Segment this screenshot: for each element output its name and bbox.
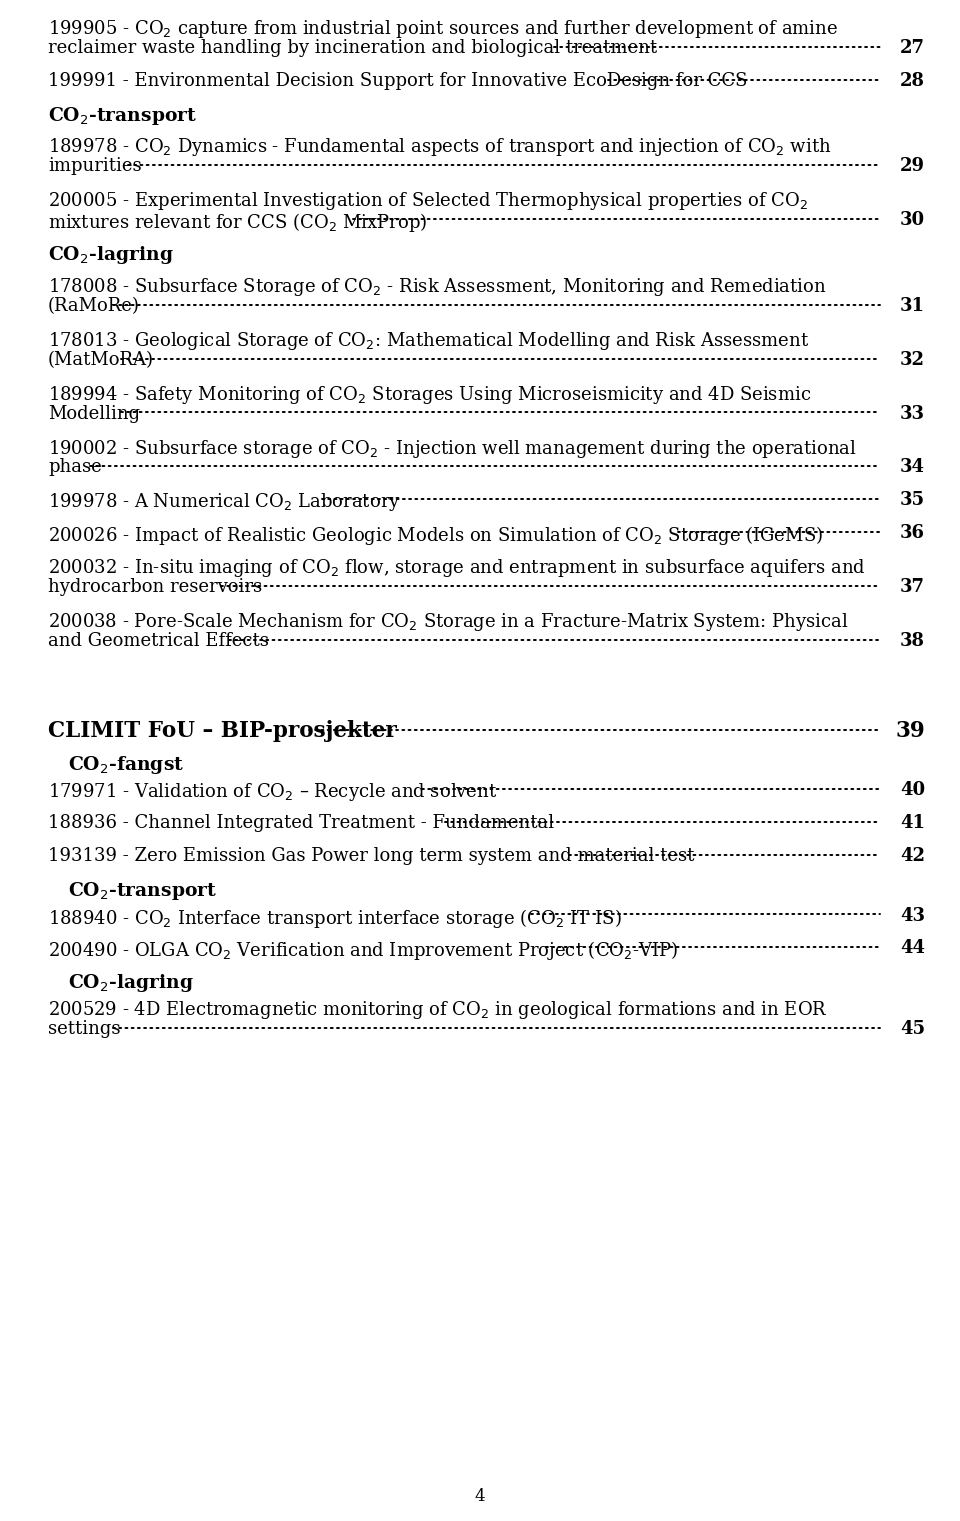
Text: CO$_2$-lagring: CO$_2$-lagring: [48, 245, 174, 266]
Text: Modelling: Modelling: [48, 405, 140, 423]
Text: 178008 - Subsurface Storage of CO$_2$ - Risk Assessment, Monitoring and Remediat: 178008 - Subsurface Storage of CO$_2$ - …: [48, 275, 827, 298]
Text: reclaimer waste handling by incineration and biological treatment: reclaimer waste handling by incineration…: [48, 40, 658, 56]
Text: 44: 44: [900, 940, 925, 958]
Text: CO$_2$-transport: CO$_2$-transport: [68, 879, 217, 902]
Text: settings: settings: [48, 1021, 121, 1039]
Text: 39: 39: [896, 719, 925, 742]
Text: 4: 4: [474, 1488, 486, 1504]
Text: 200038 - Pore-Scale Mechanism for CO$_2$ Storage in a Fracture-Matrix System: Ph: 200038 - Pore-Scale Mechanism for CO$_2$…: [48, 611, 849, 633]
Text: CO$_2$-transport: CO$_2$-transport: [48, 105, 197, 126]
Text: 45: 45: [900, 1021, 925, 1039]
Text: 200490 - OLGA CO$_2$ Verification and Improvement Project (CO$_2$-VIP): 200490 - OLGA CO$_2$ Verification and Im…: [48, 940, 678, 963]
Text: CO$_2$-lagring: CO$_2$-lagring: [68, 972, 194, 995]
Text: 189994 - Safety Monitoring of CO$_2$ Storages Using Microseismicity and 4D Seism: 189994 - Safety Monitoring of CO$_2$ Sto…: [48, 383, 811, 406]
Text: 43: 43: [900, 907, 925, 925]
Text: (RaMoRe): (RaMoRe): [48, 297, 140, 315]
Text: 189978 - CO$_2$ Dynamics - Fundamental aspects of transport and injection of CO$: 189978 - CO$_2$ Dynamics - Fundamental a…: [48, 137, 831, 158]
Text: 179971 - Validation of CO$_2$ – Recycle and solvent: 179971 - Validation of CO$_2$ – Recycle …: [48, 780, 497, 803]
Text: 28: 28: [900, 71, 925, 90]
Text: 27: 27: [900, 40, 925, 56]
Text: 36: 36: [900, 525, 925, 543]
Text: 200032 - In-situ imaging of CO$_2$ flow, storage and entrapment in subsurface aq: 200032 - In-situ imaging of CO$_2$ flow,…: [48, 557, 866, 580]
Text: 190002 - Subsurface storage of CO$_2$ - Injection well management during the ope: 190002 - Subsurface storage of CO$_2$ - …: [48, 438, 856, 459]
Text: 29: 29: [900, 157, 925, 175]
Text: 200529 - 4D Electromagnetic monitoring of CO$_2$ in geological formations and in: 200529 - 4D Electromagnetic monitoring o…: [48, 999, 828, 1021]
Text: 34: 34: [900, 458, 925, 476]
Text: 188936 - Channel Integrated Treatment - Fundamental: 188936 - Channel Integrated Treatment - …: [48, 814, 554, 832]
Text: 37: 37: [900, 578, 925, 596]
Text: 33: 33: [900, 405, 925, 423]
Text: 199991 - Environmental Decision Support for Innovative EcoDesign for CCS: 199991 - Environmental Decision Support …: [48, 71, 748, 90]
Text: 41: 41: [900, 814, 925, 832]
Text: 40: 40: [900, 780, 925, 799]
Text: phase: phase: [48, 458, 102, 476]
Text: 178013 - Geological Storage of CO$_2$: Mathematical Modelling and Risk Assessmen: 178013 - Geological Storage of CO$_2$: M…: [48, 330, 809, 351]
Text: 38: 38: [900, 633, 925, 649]
Text: 31: 31: [900, 297, 925, 315]
Text: 199978 - A Numerical CO$_2$ Laboratory: 199978 - A Numerical CO$_2$ Laboratory: [48, 491, 401, 514]
Text: (MatMoRA): (MatMoRA): [48, 351, 154, 368]
Text: 200026 - Impact of Realistic Geologic Models on Simulation of CO$_2$ Storage (IG: 200026 - Impact of Realistic Geologic Mo…: [48, 525, 823, 548]
Text: mixtures relevant for CCS (CO$_2$ MixProp): mixtures relevant for CCS (CO$_2$ MixPro…: [48, 211, 427, 234]
Text: 35: 35: [900, 491, 925, 510]
Text: 193139 - Zero Emission Gas Power long term system and material test: 193139 - Zero Emission Gas Power long te…: [48, 847, 694, 865]
Text: 188940 - CO$_2$ Interface transport interface storage (CO$_2$ IT IS): 188940 - CO$_2$ Interface transport inte…: [48, 907, 622, 929]
Text: hydrocarbon reservoirs: hydrocarbon reservoirs: [48, 578, 262, 596]
Text: 32: 32: [900, 351, 925, 368]
Text: 42: 42: [900, 847, 925, 865]
Text: 30: 30: [900, 211, 925, 230]
Text: impurities: impurities: [48, 157, 142, 175]
Text: 200005 - Experimental Investigation of Selected Thermophysical properties of CO$: 200005 - Experimental Investigation of S…: [48, 190, 808, 213]
Text: CO$_2$-fangst: CO$_2$-fangst: [68, 754, 184, 776]
Text: CLIMIT FoU – BIP-prosjekter: CLIMIT FoU – BIP-prosjekter: [48, 719, 396, 742]
Text: and Geometrical Effects: and Geometrical Effects: [48, 633, 269, 649]
Text: 199905 - CO$_2$ capture from industrial point sources and further development of: 199905 - CO$_2$ capture from industrial …: [48, 18, 838, 40]
